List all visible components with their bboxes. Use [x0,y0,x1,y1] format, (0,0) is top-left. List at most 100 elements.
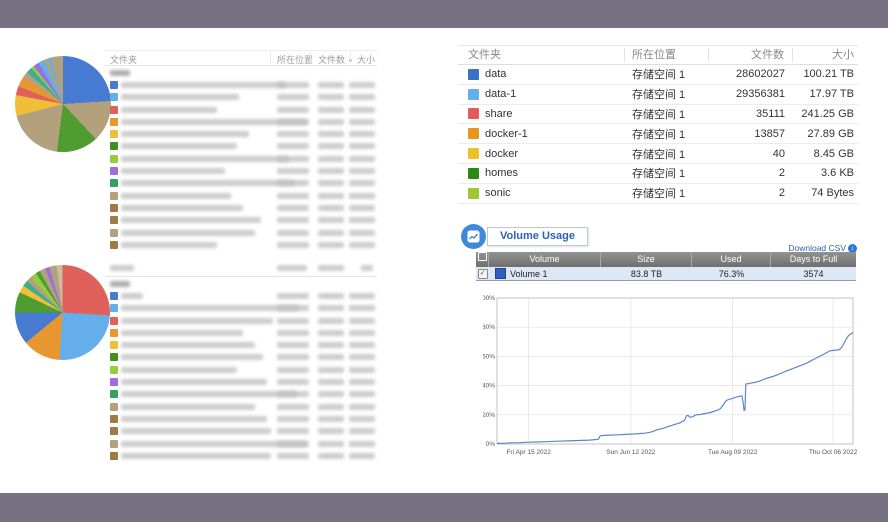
folder-size: 241.25 GB [801,107,854,120]
redacted-folder-row[interactable] [105,315,377,327]
folder-row-data-1[interactable]: data-1 存储空间 1 29356381 17.97 TB [458,85,858,105]
redacted-folder-row[interactable] [105,104,377,116]
column-header-used[interactable]: Used [692,252,771,267]
folder-color-swatch [110,378,118,387]
redacted-size [349,155,375,162]
column-header-volume[interactable]: Volume [489,252,601,267]
redacted-folder-row[interactable] [105,227,377,239]
column-header-files-sorted[interactable]: 文件数 ▼ [318,53,353,66]
redacted-folder-name [121,452,271,459]
redacted-folder-row[interactable] [105,140,377,152]
content-area: 文件夹 所在位置 文件数 ▼ 大小 文件夹 所在位置 文件数 大小 data 存储… [0,28,888,493]
redacted-location [277,168,309,175]
redacted-size [349,204,375,211]
redacted-folder-row[interactable] [105,290,377,302]
redacted-folder-row[interactable] [105,351,377,363]
folder-color-swatch [110,216,118,225]
folders-table-header: 文件夹 所在位置 文件数 大小 [458,45,858,65]
redacted-folder-row[interactable] [105,425,377,437]
redacted-file-count [318,204,344,211]
folder-row-docker-1[interactable]: docker-1 存储空间 1 13857 27.89 GB [458,124,858,145]
folder-row-docker[interactable]: docker 存储空间 1 40 8.45 GB [458,144,858,164]
folder-row-data[interactable]: data 存储空间 1 28602027 100.21 TB [458,65,858,85]
redacted-folder-row[interactable] [105,239,377,251]
redacted-folder-name [121,180,295,187]
redacted-folder-row[interactable] [105,388,377,400]
redacted-folder-row[interactable] [105,153,377,165]
select-all-cell[interactable] [476,252,489,267]
folder-color-swatch [468,108,479,120]
redacted-file-count [318,440,344,447]
redacted-folder-row[interactable] [105,364,377,376]
volume-checkbox[interactable]: ✓ [477,268,488,279]
select-all-checkbox-icon [477,252,487,261]
redacted-file-count [318,82,344,88]
redacted-size [349,293,375,299]
column-header-files[interactable]: 文件数 [709,48,793,62]
column-header-location[interactable]: 所在位置 [277,55,314,65]
redacted-folder-row[interactable] [105,438,377,450]
column-header-volume-size[interactable]: Size [601,252,692,267]
redacted-folder-row[interactable] [105,339,377,351]
redacted-folder-name [121,403,255,410]
download-csv: Download CSV [0,243,846,253]
redacted-location [277,366,309,373]
folder-row-homes[interactable]: homes 存储空间 1 2 3.6 KB [458,164,858,184]
column-header-size[interactable]: 大小 [356,55,375,65]
folder-color-swatch [110,142,118,151]
redacted-size [349,241,375,248]
redacted-location [277,415,309,422]
redacted-folder-row[interactable] [105,116,377,128]
redacted-folder-row[interactable] [105,376,377,388]
redacted-folder-row[interactable] [105,91,377,103]
column-header-folder[interactable]: 文件夹 [458,48,625,62]
download-csv-link[interactable]: Download CSV [788,243,846,253]
folder-color-swatch [110,414,118,423]
redacted-folder-name [121,229,255,236]
redacted-folder-row[interactable] [105,165,377,177]
redacted-size [349,192,375,199]
folder-name: sonic [485,187,511,200]
redacted-folder-row[interactable] [105,401,377,413]
volume-row[interactable]: ✓ Volume 1 83.8 TB 76.3% 3574 [476,267,856,281]
redacted-file-count [318,342,344,349]
redacted-folder-row[interactable] [105,202,377,214]
folder-size: 74 Bytes [811,187,854,200]
back-row-redacted[interactable] [105,66,377,79]
redacted-folder-row[interactable] [105,177,377,189]
column-header-folder[interactable]: 文件夹 [110,55,138,65]
redacted-folder-row[interactable] [105,128,377,140]
redacted-folder-row[interactable] [105,327,377,339]
redacted-file-count [318,168,344,175]
folder-row-sonic[interactable]: sonic 存储空间 1 2 74 Bytes [458,184,858,204]
y-axis-tick-label: 0% [486,441,496,448]
redacted-folder-row[interactable] [105,302,377,314]
volume-color-swatch [495,268,506,279]
redacted-folder-name [121,366,237,373]
redacted-folder-name [121,440,307,447]
volume-table: Volume Size Used Days to Full ✓ Volume 1… [476,252,856,281]
redacted-file-count [318,317,344,324]
redacted-folder-row[interactable] [105,79,377,91]
redacted-folder-name [121,204,243,211]
redacted-size [349,118,375,125]
redacted-folder-row[interactable] [105,190,377,202]
redacted-folder-row[interactable] [105,413,377,425]
column-header-location[interactable]: 所在位置 [625,48,709,62]
redacted-folder-name [121,143,237,150]
redacted-size [349,82,375,88]
folder-color-swatch [110,240,118,249]
download-arrow-icon[interactable]: ↓ [848,244,857,253]
folder-row-share[interactable]: share 存储空间 1 35111 241.25 GB [458,105,858,125]
column-header-days-to-full[interactable]: Days to Full [789,254,838,264]
folders-table: 文件夹 所在位置 文件数 大小 data 存储空间 1 28602027 100.21… [458,45,858,204]
back-row-redacted[interactable] [105,277,377,290]
redacted-folder-row[interactable] [105,214,377,226]
redacted-location [277,229,309,236]
redacted-folder-row[interactable] [105,450,377,462]
folder-color-swatch [468,148,479,160]
redacted-size [349,403,375,410]
folder-file-count: 40 [772,147,785,160]
column-header-size[interactable]: 大小 [832,49,854,61]
redacted-size [349,354,375,361]
